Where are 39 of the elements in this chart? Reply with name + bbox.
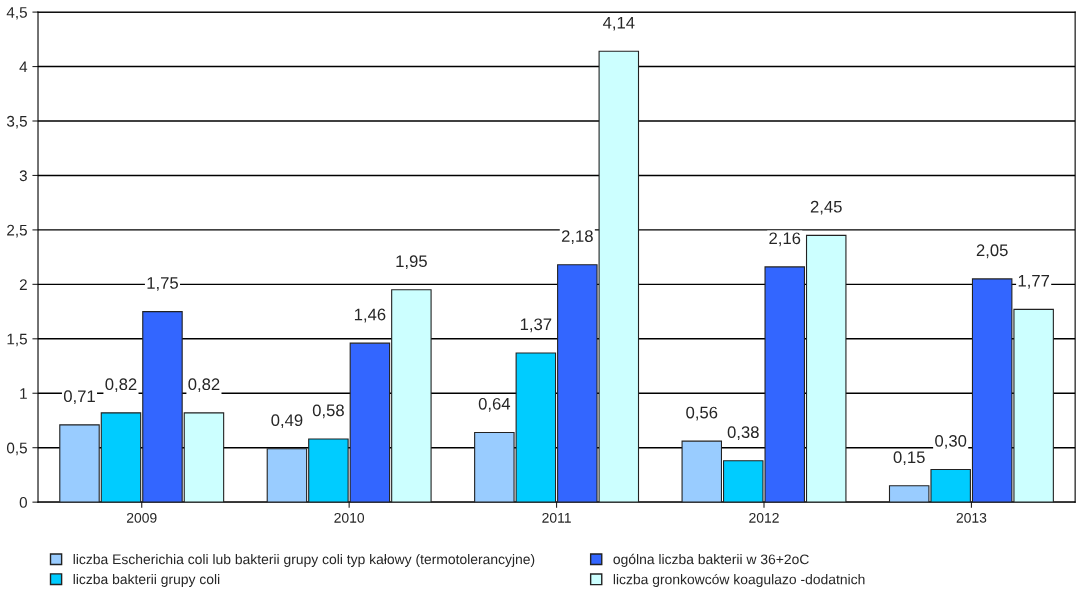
data-label: 0,49 bbox=[271, 414, 303, 429]
data-label: 2,05 bbox=[976, 244, 1008, 259]
data-label: 1,77 bbox=[1018, 275, 1050, 289]
legend-label: liczba bakterii grupy coli bbox=[73, 573, 220, 587]
data-label: 1,95 bbox=[396, 255, 427, 270]
y-tick-label: 2,5 bbox=[7, 224, 27, 238]
x-tick-label: 2010 bbox=[334, 512, 365, 523]
data-label: 4,14 bbox=[602, 16, 635, 31]
x-tick-label: 2012 bbox=[749, 512, 779, 523]
data-label: 1,75 bbox=[147, 277, 178, 291]
data-label: 2,45 bbox=[810, 200, 842, 215]
legend-label: liczba Escherichia coli lub bakterii grupy coli typ kałowy (termotolerancyjne) bbox=[73, 554, 535, 567]
data-label: 0,38 bbox=[727, 426, 759, 440]
y-tick-label: 4,5 bbox=[6, 7, 27, 20]
data-label: 2,18 bbox=[561, 230, 593, 244]
y-tick-label: 2 bbox=[19, 279, 27, 290]
y-tick-label: 1,5 bbox=[7, 333, 27, 347]
data-label: 0,71 bbox=[63, 390, 95, 405]
data-label: 0,58 bbox=[312, 404, 344, 419]
data-label: 1,46 bbox=[354, 308, 386, 323]
data-label: 2,16 bbox=[769, 232, 801, 247]
legend-label: ogólna liczba bakterii w 36+2oC bbox=[613, 553, 809, 567]
y-tick-label: 3,5 bbox=[6, 115, 27, 129]
y-tick-label: 0 bbox=[19, 497, 27, 508]
x-tick-label: 2013 bbox=[956, 512, 987, 523]
x-tick-label: 2011 bbox=[542, 512, 571, 523]
data-label: 0,82 bbox=[188, 378, 220, 393]
y-tick-label: 3 bbox=[19, 170, 27, 182]
x-tick-label: 2009 bbox=[126, 512, 157, 523]
data-label: 1,37 bbox=[520, 318, 552, 333]
y-tick-label: 4 bbox=[19, 61, 28, 73]
data-label: 0,64 bbox=[478, 397, 511, 412]
y-tick-label: 1 bbox=[20, 388, 27, 399]
legend-label: liczba gronkowców koagulazo -dodatnich bbox=[613, 573, 865, 588]
data-label: 0,56 bbox=[686, 406, 718, 421]
data-label: 0,30 bbox=[935, 434, 967, 449]
y-tick-label: 0,5 bbox=[6, 442, 27, 456]
data-label: 0,82 bbox=[105, 378, 137, 393]
data-label: 0,15 bbox=[893, 451, 925, 466]
